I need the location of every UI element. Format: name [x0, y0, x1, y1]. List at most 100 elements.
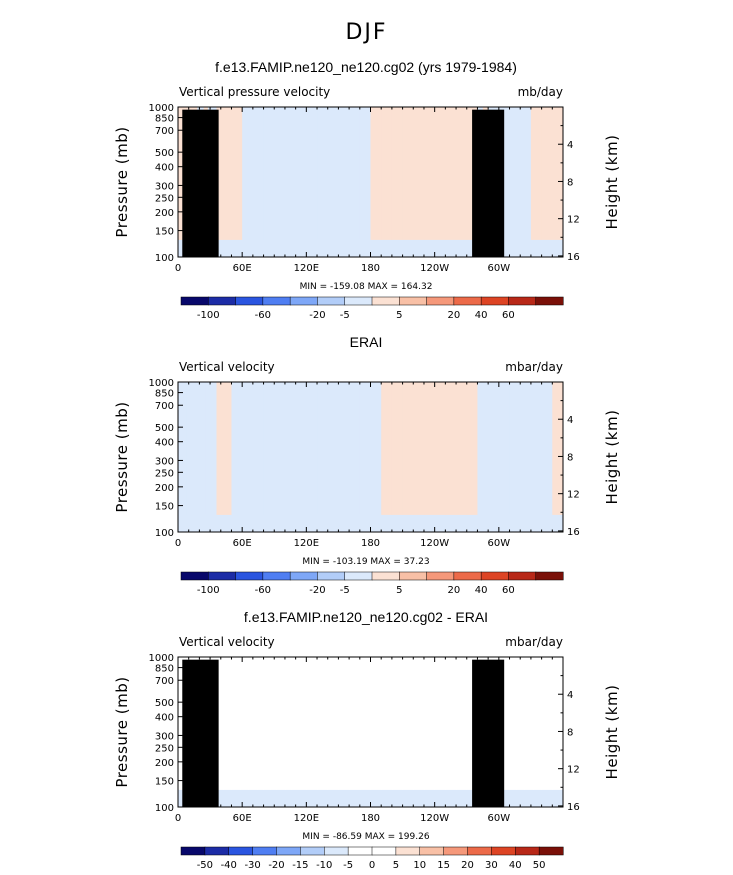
panel-svg: ERAI Vertical velocity mbar/day 0 60E 120E 180…: [113, 334, 621, 596]
field-cell-upper: [552, 382, 563, 515]
field-cell-upper: [477, 382, 484, 515]
x-tick-label: 180: [361, 538, 380, 549]
units-label: mbar/day: [505, 635, 563, 649]
panel-svg: f.e13.FAMIP.ne120_ne120.cg02 - ERAI Verti…: [113, 609, 621, 871]
field-cell-upper: [269, 657, 277, 790]
y-tick-label: 850: [155, 389, 174, 400]
y-axis-title: Pressure (mb): [113, 676, 131, 787]
field-cell-upper: [456, 382, 468, 515]
colorbar-swatch: [453, 571, 482, 581]
field-cell-upper: [327, 107, 339, 240]
colorbar-label: -100: [197, 585, 220, 596]
field-cell-upper: [445, 382, 457, 515]
field-cell-upper: [306, 657, 318, 790]
colorbar-swatch: [480, 296, 509, 306]
panel-model: f.e13.FAMIP.ne120_ne120.cg02 (yrs 1979-1…: [0, 55, 733, 325]
field-cell-upper: [295, 107, 307, 240]
colorbar-swatch: [204, 846, 230, 856]
field-cell-upper: [434, 107, 446, 240]
field-cell-upper: [434, 657, 446, 790]
colorbar-swatch: [467, 846, 492, 856]
colorbar-label: 60: [502, 585, 515, 596]
colorbar-swatch: [508, 296, 537, 306]
colorbar-swatch: [371, 846, 397, 856]
colorbar-label: -20: [309, 310, 325, 321]
field-cell-upper: [306, 382, 318, 515]
field-cell-upper: [456, 107, 468, 240]
colorbar-swatch: [228, 846, 254, 856]
colorbar-swatch: [208, 571, 237, 581]
y-tick-label: 150: [155, 502, 174, 513]
y-tick-label: 250: [155, 468, 174, 479]
colorbar-label: 20: [447, 310, 460, 321]
colorbar-swatch: [426, 571, 455, 581]
colorbar-swatch: [276, 846, 301, 856]
field-cell-upper: [413, 657, 425, 790]
colorbar-label: 0: [369, 860, 375, 871]
colorbar-label: -5: [340, 310, 350, 321]
y-tick-label: 150: [155, 227, 174, 238]
y-tick-label: 100: [155, 253, 174, 264]
y-axis-title: Pressure (mb): [113, 401, 131, 512]
field-cell-upper: [186, 382, 194, 515]
field-cell-upper: [216, 107, 224, 240]
field-cell-upper: [370, 657, 382, 790]
panel-difference: f.e13.FAMIP.ne120_ne120.cg02 - ERAI Verti…: [0, 605, 733, 875]
y-tick-label: 100: [155, 528, 174, 539]
field-cell-upper: [231, 657, 241, 790]
colorbar-swatch: [180, 296, 209, 306]
y-tick-label: 250: [155, 743, 174, 754]
topography-block: [205, 115, 215, 257]
colorbar-label: -20: [309, 585, 325, 596]
y2-tick-label: 12: [567, 765, 580, 776]
y-tick-label: 300: [155, 181, 174, 192]
panel-title: f.e13.FAMIP.ne120_ne120.cg02 (yrs 1979-1…: [215, 59, 517, 75]
x-tick-label: 60W: [488, 813, 511, 824]
colorbar-label: -10: [316, 860, 332, 871]
colorbar-swatch: [289, 296, 318, 306]
y2-tick-label: 8: [567, 177, 573, 188]
x-tick-label: 120E: [294, 263, 319, 274]
colorbar-label: 10: [413, 860, 426, 871]
y-tick-label: 850: [155, 664, 174, 675]
colorbar-swatch: [480, 571, 509, 581]
colorbar-swatch: [535, 571, 564, 581]
field-cell-upper: [520, 107, 532, 240]
field-cell-upper: [524, 657, 534, 790]
y2-tick-label: 8: [567, 452, 573, 463]
y-tick-label: 150: [155, 777, 174, 788]
y-tick-label: 400: [155, 438, 174, 449]
colorbar-label: -15: [292, 860, 308, 871]
x-tick-label: 120E: [294, 813, 319, 824]
min-max-label: MIN = -103.19 MAX = 37.23: [302, 557, 429, 567]
colorbar-label: -30: [244, 860, 260, 871]
field-cell-upper: [402, 657, 414, 790]
y-tick-label: 1000: [149, 378, 174, 389]
field-cell-upper: [488, 382, 494, 515]
field-layer: [178, 107, 563, 240]
y2-tick-label: 12: [567, 215, 580, 226]
y2-axis-title: Height (km): [603, 410, 621, 505]
y2-tick-label: 8: [567, 727, 573, 738]
topography-block: [472, 659, 505, 807]
colorbar-swatch: [508, 571, 537, 581]
y-tick-label: 200: [155, 208, 174, 219]
field-cell-upper: [338, 657, 350, 790]
y-tick-label: 200: [155, 483, 174, 494]
colorbar-label: 5: [396, 310, 402, 321]
x-tick-label: 180: [361, 263, 380, 274]
colorbar-swatch: [538, 846, 564, 856]
field-cell-upper: [482, 382, 489, 515]
colorbar-swatch: [399, 571, 428, 581]
colorbar-label: 20: [461, 860, 474, 871]
field-cell-upper: [338, 382, 350, 515]
field-cell-upper: [252, 107, 264, 240]
y-tick-label: 700: [155, 126, 174, 137]
colorbar-swatch: [289, 571, 318, 581]
field-cell-upper: [445, 657, 457, 790]
field-cell-upper: [248, 657, 258, 790]
field-cell-upper: [263, 382, 275, 515]
field-cell-upper: [263, 657, 271, 790]
colorbar-label: 40: [475, 585, 488, 596]
colorbar-swatch: [395, 846, 421, 856]
